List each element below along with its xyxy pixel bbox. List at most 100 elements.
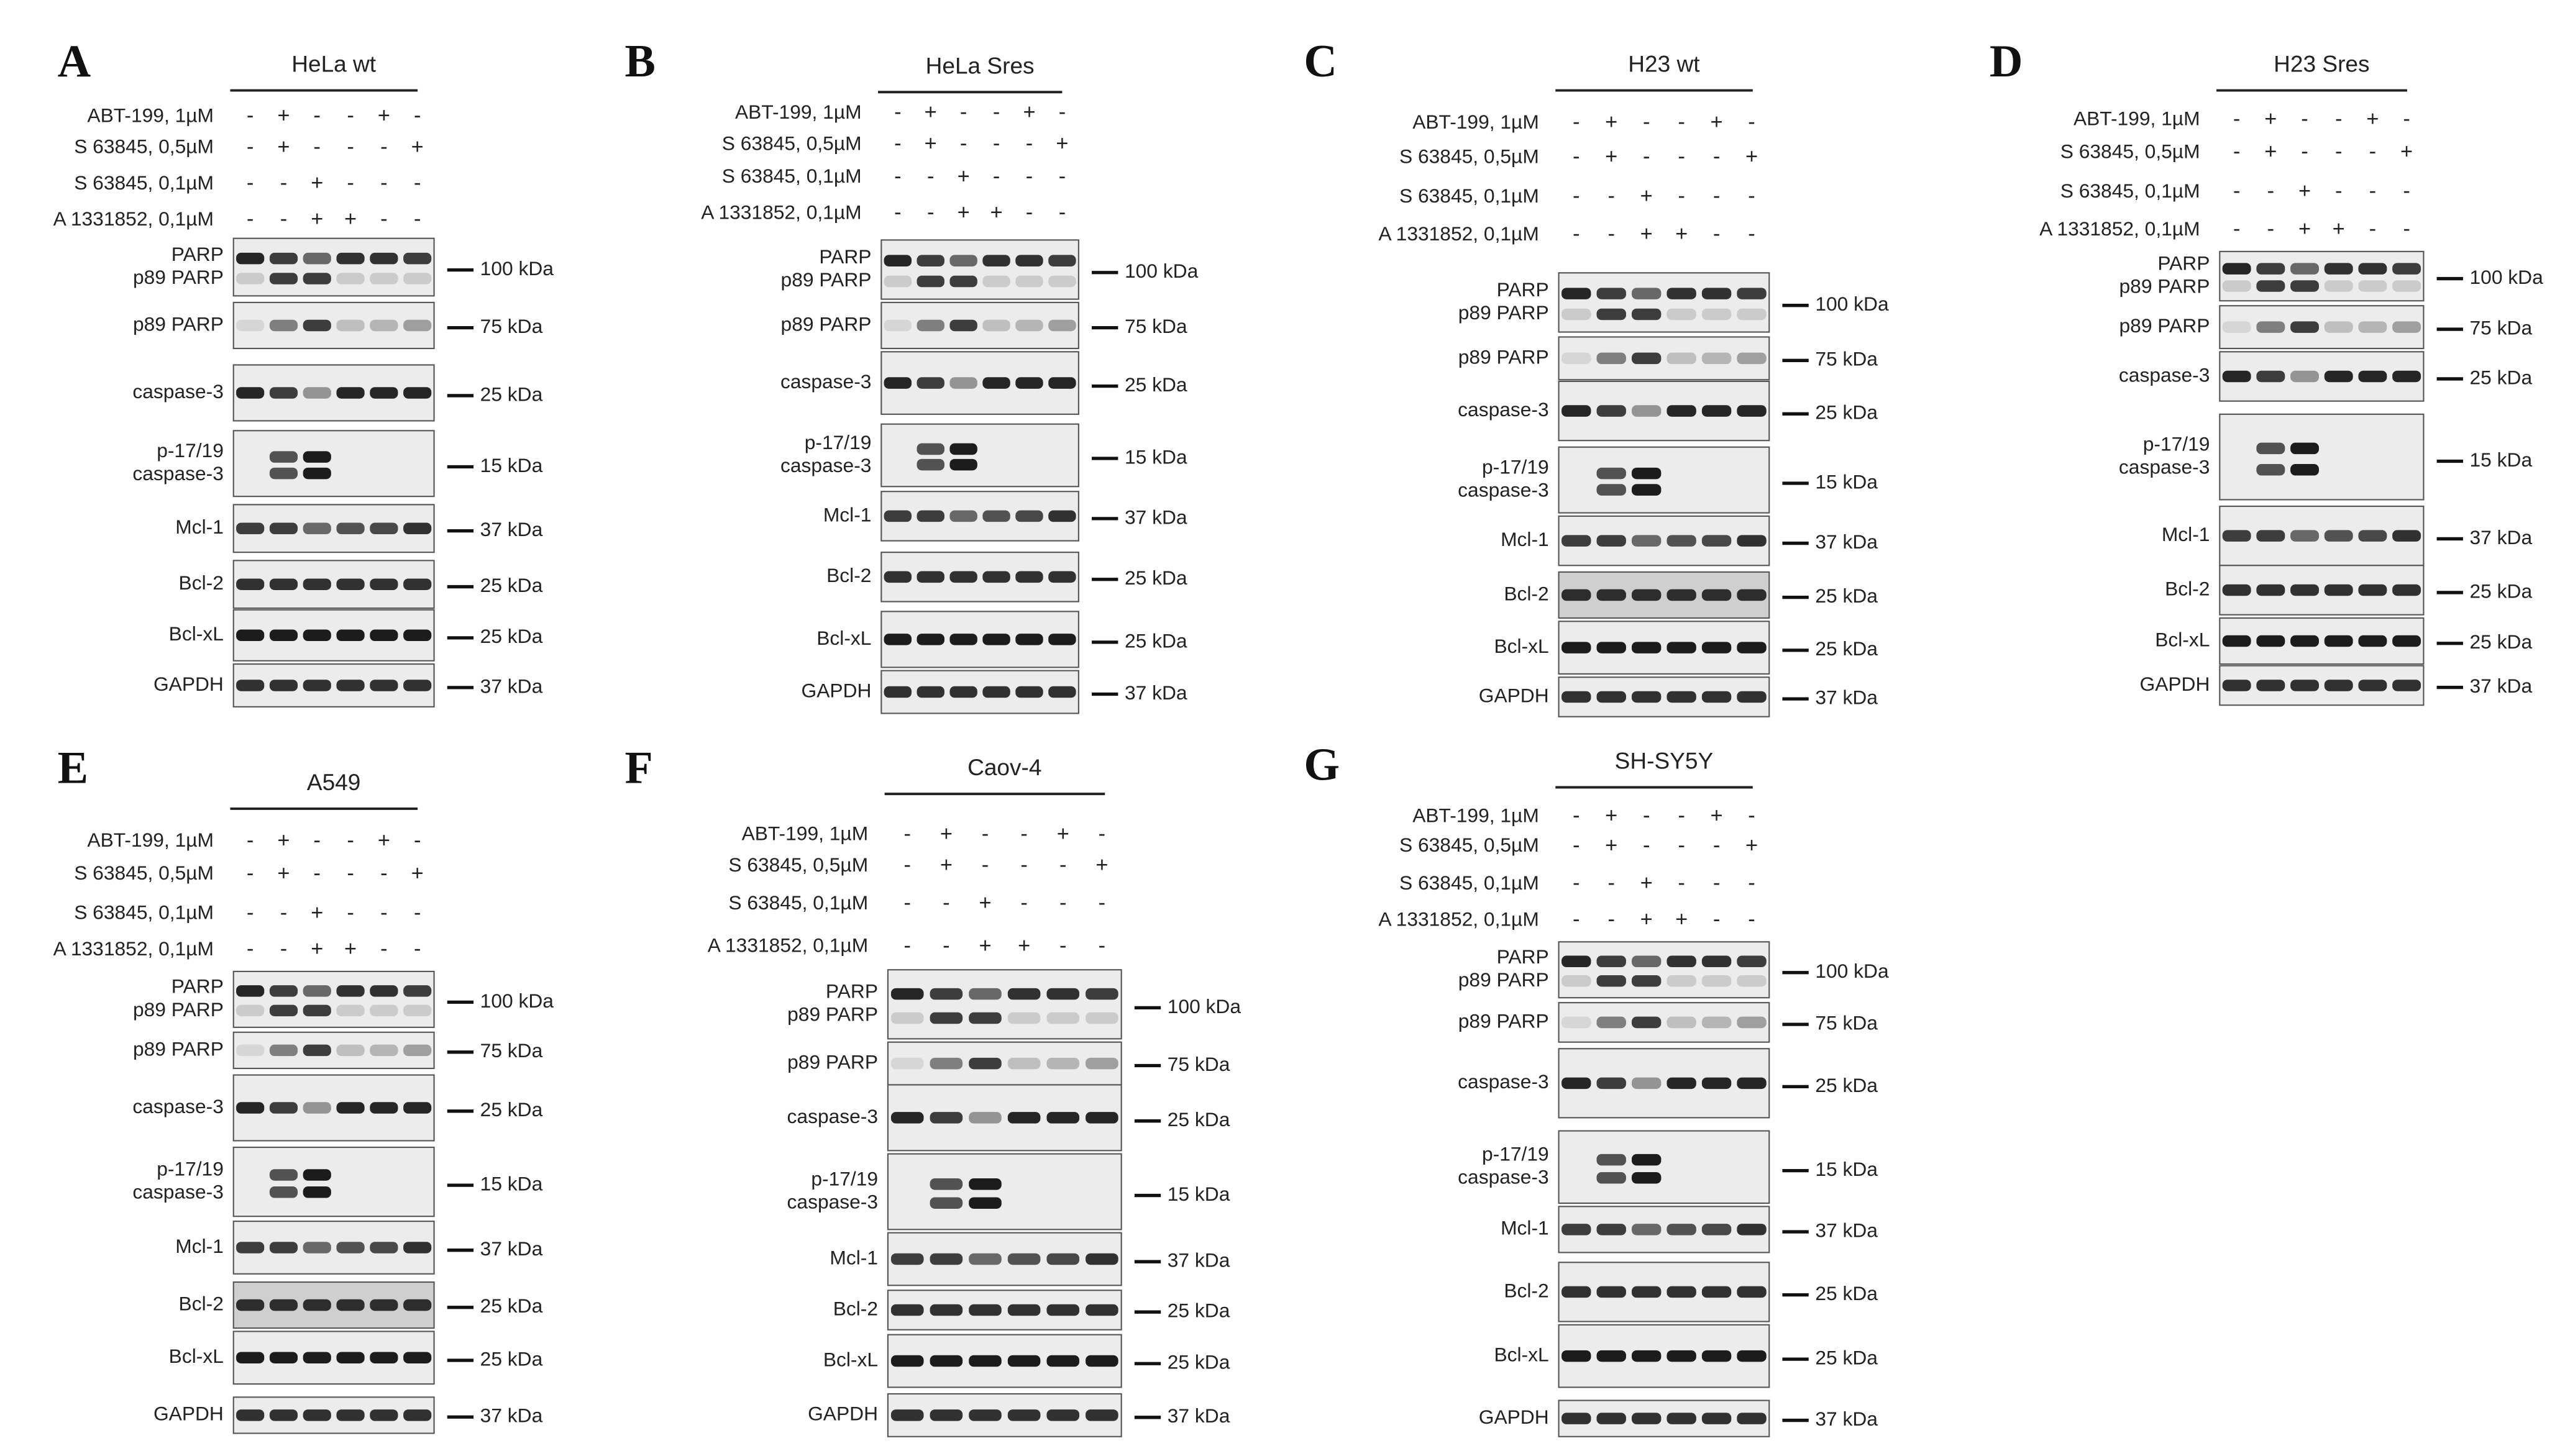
band (1561, 1016, 1591, 1029)
band (1048, 686, 1076, 698)
band (2324, 370, 2353, 383)
band (1737, 1350, 1767, 1362)
band (969, 1253, 1002, 1265)
band (890, 1304, 924, 1316)
band (2256, 321, 2285, 333)
treatment-sign: - (2403, 217, 2410, 241)
blot-frame (232, 970, 435, 1028)
protein-label: p-17/19 (157, 439, 224, 462)
band (269, 451, 298, 463)
treatment-sign: - (1643, 145, 1650, 168)
band (2358, 280, 2387, 292)
protein-label: p-17/19 (2143, 433, 2210, 455)
treatment-sign: - (380, 135, 387, 158)
kda-marker: 100 kDa (480, 257, 554, 280)
treatment-sign: - (1026, 132, 1033, 155)
band (1596, 288, 1626, 299)
band (2256, 464, 2285, 476)
blot-frame (1558, 1130, 1770, 1204)
treatment-sign: - (1748, 222, 1755, 246)
treatment-sign: - (1678, 871, 1685, 895)
band (1631, 308, 1662, 321)
band (336, 680, 365, 691)
band (370, 680, 398, 691)
protein-label: Bcl-2 (833, 1297, 878, 1319)
treatment-sign: - (1608, 184, 1615, 208)
treatment-sign: + (1605, 145, 1617, 168)
band (884, 377, 912, 389)
band (336, 522, 365, 535)
band (1596, 484, 1626, 496)
treatment-sign: - (2369, 217, 2376, 241)
treatment-sign: - (280, 937, 287, 961)
band (336, 1102, 365, 1114)
band (890, 1409, 924, 1421)
treatment-sign: + (958, 165, 970, 188)
protein-label: p89 PARP (133, 1037, 224, 1060)
band (303, 1044, 331, 1057)
protein-label: caspase-3 (2119, 456, 2210, 478)
blot-frame (880, 351, 1079, 415)
protein-label: PARP (171, 243, 224, 265)
band (236, 629, 265, 642)
band (890, 1112, 924, 1124)
band (949, 275, 977, 288)
band (917, 255, 944, 266)
protein-label: caspase-3 (780, 370, 872, 393)
panel-letter: F (625, 743, 653, 794)
band (1561, 535, 1591, 547)
kda-marker: 25 kDa (1125, 373, 1187, 396)
band (1667, 308, 1696, 321)
band (336, 252, 365, 265)
blot-frame (880, 611, 1079, 668)
band (303, 1242, 331, 1254)
band (2392, 280, 2421, 292)
band (949, 255, 977, 266)
band (1007, 1112, 1041, 1124)
band (969, 1178, 1002, 1190)
band (370, 252, 398, 265)
blot-frame (232, 364, 435, 422)
band (930, 1304, 963, 1316)
band (1015, 319, 1043, 332)
kda-marker: 100 kDa (2470, 266, 2544, 288)
treatment-sign: + (311, 207, 323, 231)
treatment-sign: - (2369, 180, 2376, 203)
treatment-sign: - (280, 171, 287, 194)
band (370, 578, 398, 590)
band (884, 686, 912, 698)
protein-label: p-17/19 (157, 1157, 224, 1180)
band (1737, 1413, 1767, 1424)
treatment-sign: - (1713, 145, 1720, 168)
band (2256, 280, 2285, 292)
band (2358, 321, 2387, 333)
blot-frame (232, 663, 435, 708)
treatment-sign: + (1711, 804, 1723, 827)
band (403, 252, 432, 265)
treatment-sign: - (1573, 834, 1580, 857)
band (982, 571, 1010, 583)
treatment-sign: - (380, 937, 387, 961)
band (370, 1004, 398, 1017)
band (969, 1112, 1002, 1124)
band (1561, 308, 1591, 321)
treatment-sign: + (311, 937, 323, 961)
blot-frame (1558, 941, 1770, 999)
treatment-sign: - (1573, 908, 1580, 931)
band (982, 255, 1010, 266)
band (890, 1355, 924, 1367)
band (969, 1355, 1002, 1367)
treatment-sign: - (1608, 871, 1615, 895)
band (1667, 955, 1696, 968)
band (1561, 691, 1591, 703)
band (1561, 975, 1591, 987)
band (1086, 1304, 1118, 1316)
treatment-sign: + (1640, 184, 1653, 208)
treatment-sign: - (1099, 891, 1105, 914)
blot-frame (1558, 515, 1770, 566)
kda-marker: 25 kDa (1815, 1074, 1878, 1096)
treatment-sign: - (2369, 140, 2376, 163)
band (1631, 1350, 1662, 1362)
band (403, 1044, 432, 1057)
treatment-sign: - (2301, 140, 2308, 163)
